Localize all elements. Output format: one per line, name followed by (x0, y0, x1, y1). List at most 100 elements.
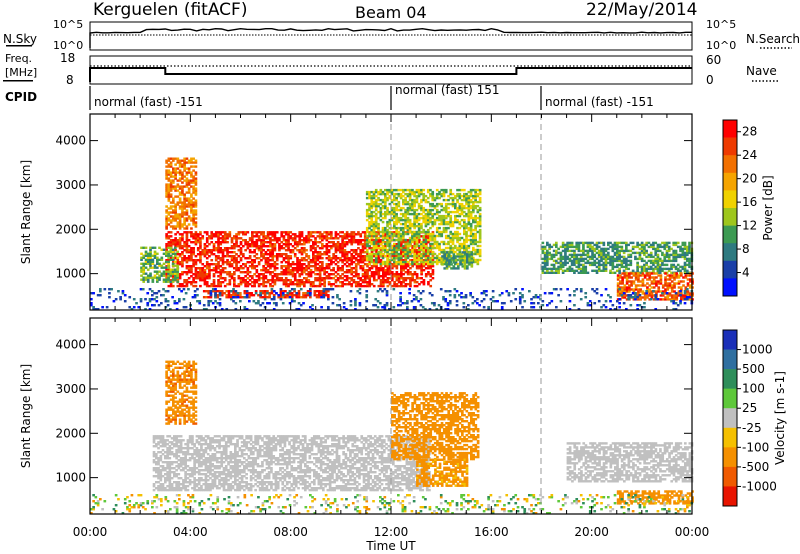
power-cell (203, 249, 207, 252)
power-cell (314, 261, 317, 264)
power-cell (244, 275, 247, 278)
cpid-row: CPID normal (fast) -151 normal (fast) 15… (5, 83, 654, 110)
power-cell (291, 251, 295, 254)
power-cell (248, 249, 252, 252)
power-cell (352, 235, 356, 238)
power-cell (251, 275, 254, 278)
power-cell (228, 281, 232, 284)
power-cell (388, 269, 392, 272)
power-cell (260, 273, 263, 276)
power-cell (359, 233, 363, 236)
power-cell (149, 266, 152, 269)
power-cell (472, 188, 475, 192)
power-cell (212, 263, 216, 266)
power-cell (183, 185, 186, 188)
power-cell (303, 257, 306, 260)
power-cell (305, 241, 308, 244)
power-cell (557, 251, 560, 255)
power-cell (397, 230, 401, 234)
power-cell (309, 281, 313, 284)
power-cell (239, 281, 243, 284)
power-cell (683, 241, 687, 245)
power-cell (228, 251, 232, 254)
power-cell (167, 183, 171, 186)
power-cell (251, 243, 254, 246)
power-cell (291, 267, 295, 270)
power-cell (307, 255, 311, 258)
power-cell (332, 243, 335, 246)
power-cell (363, 271, 367, 274)
power-cell (183, 257, 186, 260)
power-cell (183, 179, 186, 182)
power-cell (409, 273, 412, 276)
power-cell (271, 247, 275, 250)
power-cell (273, 275, 277, 278)
power-cell (287, 284, 290, 288)
power-cell (280, 247, 284, 250)
beam-title: Beam 04 (355, 3, 427, 22)
power-cell (433, 212, 437, 216)
power-cell (246, 273, 250, 276)
power-cell (278, 279, 281, 282)
power-cell (280, 231, 284, 234)
power-cell (199, 267, 202, 270)
power-cell (683, 261, 687, 265)
power-cell (363, 247, 367, 250)
power-cell (296, 261, 299, 264)
freq-label: Freq. (5, 52, 32, 65)
power-cell (377, 255, 381, 258)
power-cell (305, 249, 308, 252)
power-cell (472, 246, 475, 250)
power-cell (676, 267, 680, 271)
power-cell (212, 275, 216, 278)
power-cell (336, 261, 340, 264)
power-cell (321, 233, 324, 236)
power-cell (404, 267, 408, 270)
power-cell (174, 252, 177, 255)
power-cell (223, 233, 227, 236)
power-cell (303, 269, 306, 272)
power-cell (372, 239, 376, 242)
power-cell (348, 283, 351, 286)
power-cell (361, 273, 365, 276)
power-cell (661, 241, 664, 245)
power-cell (244, 271, 247, 274)
power-cell (422, 247, 426, 250)
power-cell (293, 283, 297, 286)
power-cell (309, 245, 313, 248)
power-cell (172, 284, 175, 288)
power-cell (343, 245, 347, 248)
power-cell (330, 231, 333, 234)
power-cell (408, 262, 412, 266)
power-cell (257, 279, 261, 282)
power-cell (341, 267, 344, 270)
power-cell (456, 188, 459, 192)
power-cell (363, 259, 367, 262)
power-cell (379, 267, 383, 270)
power-cell (429, 245, 433, 248)
power-cell (321, 239, 324, 242)
power-cell (361, 257, 365, 260)
power-cell (235, 235, 238, 238)
power-cell (339, 247, 342, 250)
power-cell (178, 273, 182, 276)
power-cell (458, 232, 462, 236)
power-cell (424, 249, 428, 252)
power-cell (269, 251, 272, 254)
power-cell (217, 241, 220, 244)
power-cell (456, 218, 459, 222)
power-cell (203, 269, 207, 272)
power-cell (657, 286, 661, 289)
power-cell (359, 251, 363, 254)
power-cell (395, 284, 399, 288)
power-cell (176, 179, 180, 182)
power-cell (271, 255, 275, 258)
power-cell (160, 256, 164, 259)
power-cell (393, 251, 396, 254)
power-cell (235, 265, 238, 268)
power-cell (336, 265, 340, 268)
power-cell (393, 252, 396, 256)
power-cell (359, 267, 363, 270)
power-cell (291, 249, 295, 252)
power-cell (217, 245, 220, 248)
